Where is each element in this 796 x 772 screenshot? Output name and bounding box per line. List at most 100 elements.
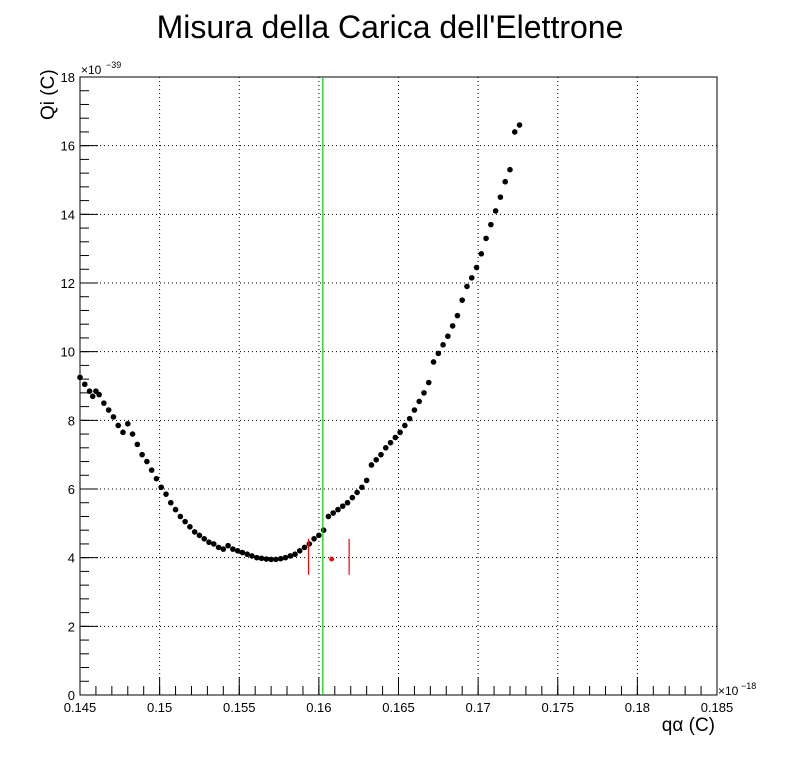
data-point: [344, 499, 351, 506]
data-point: [421, 390, 427, 396]
data-point: [311, 535, 317, 542]
data-point: [139, 451, 145, 458]
x-tick-label: 0.18: [625, 700, 650, 715]
data-point: [144, 458, 150, 465]
y-tick-label: 6: [68, 482, 75, 497]
data-point: [454, 312, 461, 319]
y-tick-label: 18: [61, 70, 75, 85]
data-point: [182, 518, 188, 525]
data-point: [277, 555, 284, 562]
data-point: [368, 462, 375, 468]
data-point: [292, 551, 298, 558]
data-point: [282, 554, 289, 561]
data-point: [459, 297, 466, 303]
data-point: [378, 451, 384, 458]
data-point: [153, 475, 160, 482]
fit-overlay: [307, 77, 350, 695]
data-points: [77, 122, 523, 563]
data-point: [220, 546, 227, 552]
y-axis-multiplier: ×10 −39: [81, 60, 121, 77]
data-point: [263, 556, 270, 562]
y-multiplier-exponent: −39: [106, 60, 121, 70]
data-point: [363, 477, 370, 484]
data-point: [158, 484, 165, 491]
data-point: [335, 506, 341, 513]
data-point: [411, 407, 418, 413]
data-point: [492, 208, 499, 214]
data-point: [387, 439, 394, 446]
y-multiplier-base: ×10: [81, 63, 102, 77]
data-point: [382, 445, 389, 451]
data-point: [287, 553, 294, 559]
y-tick-label: 16: [61, 139, 75, 154]
grid: [80, 77, 717, 695]
data-point: [273, 556, 279, 563]
data-point: [177, 513, 184, 520]
chart-title: Misura della Carica dell'Elettrone: [157, 9, 624, 45]
data-point: [478, 251, 485, 257]
data-point: [325, 513, 332, 520]
x-tick-label: 0.15: [147, 700, 172, 715]
data-point: [430, 359, 437, 365]
data-point: [215, 544, 222, 551]
data-point: [468, 275, 475, 281]
data-point: [320, 527, 327, 533]
y-tick-label: 4: [68, 551, 75, 566]
y-tick-label: 2: [68, 619, 75, 634]
data-point: [244, 551, 251, 558]
axis-ticks: [79, 76, 718, 696]
y-axis-title: Qi (C): [38, 69, 59, 120]
data-point: [502, 178, 508, 185]
y-tick-label: 12: [61, 276, 75, 291]
data-point: [406, 415, 413, 422]
data-point: [148, 467, 155, 473]
data-point: [445, 333, 451, 340]
data-point: [397, 429, 403, 436]
data-point: [110, 414, 117, 420]
data-point: [339, 503, 346, 509]
data-point: [187, 523, 193, 530]
x-tick-label: 0.165: [382, 700, 415, 715]
data-point: [230, 546, 236, 552]
data-point: [253, 554, 260, 561]
data-point: [234, 548, 241, 554]
data-point: [225, 542, 231, 549]
x-tick-label: 0.145: [64, 700, 97, 715]
data-point: [120, 429, 126, 436]
data-point: [191, 529, 198, 535]
tick-labels: 0.145 0.15 0.155 0.16 0.165 0.17 0.175 0.18 0.18…: [61, 70, 734, 715]
data-point: [239, 549, 246, 556]
data-point: [115, 422, 122, 429]
data-point: [105, 407, 112, 413]
data-point: [163, 491, 169, 497]
data-point: [507, 166, 513, 173]
data-point: [425, 379, 432, 386]
data-point: [134, 441, 141, 448]
y-tick-label: 8: [68, 413, 75, 428]
x-multiplier-exponent: −18: [741, 681, 756, 691]
x-axis-title: qα (C): [662, 715, 715, 736]
data-point: [301, 544, 308, 551]
data-point: [464, 283, 470, 290]
data-point: [306, 541, 313, 547]
data-point: [497, 194, 504, 200]
data-point: [449, 323, 456, 329]
data-point: [167, 499, 174, 506]
y-tick-label: 14: [61, 207, 75, 222]
y-tick-label: 10: [61, 345, 75, 360]
minimum-point: [329, 556, 335, 562]
data-point: [373, 457, 380, 463]
data-point: [516, 122, 523, 128]
data-point: [473, 264, 480, 271]
data-point: [124, 420, 131, 427]
data-point: [172, 506, 179, 513]
data-point: [488, 221, 494, 228]
x-tick-label: 0.175: [541, 700, 574, 715]
data-point: [511, 129, 518, 135]
data-point: [354, 489, 360, 496]
data-point: [77, 374, 83, 381]
data-point: [210, 541, 217, 547]
data-point: [483, 235, 489, 242]
data-point: [101, 400, 107, 406]
